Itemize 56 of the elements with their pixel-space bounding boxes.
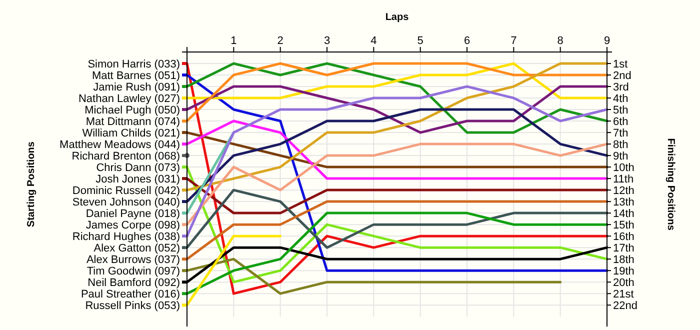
y2-tick-label: 17th [613,242,634,254]
y2-tick-label: 6th [613,116,628,128]
y2-tick-label: 19th [613,265,634,278]
legend-label: Matt Barnes (051) [92,70,180,82]
x-tick-label: 7 [510,35,517,47]
y2-tick-label: 15th [613,219,634,232]
text: Starting Positions [26,141,37,228]
legend-label: Matthew Meadows (044) [60,138,180,151]
x-tick-label: 6 [464,35,470,47]
legend-label: Chris Dann (073) [96,162,180,174]
y2-tick-label: 21st [613,288,634,300]
y2-tick-label: 3rd [613,81,629,94]
y2-tick-label: 9th [613,150,628,162]
legend-label: Tim Goodwin (097) [86,265,180,278]
x-tick-label: 9 [604,35,610,47]
x-tick-label: 4 [370,35,377,47]
x-tick-label: 3 [324,35,330,47]
x-tick-label: 2 [277,35,284,47]
y2-tick-label: 5th [613,104,628,116]
legend-label: William Childs (021) [82,127,180,140]
y2-tick-label: 8th [613,138,628,151]
y2-tick-label: 1st [613,58,628,70]
y2-tick-label: 10th [613,162,634,174]
y2-tick-label: 13th [613,196,634,208]
y2-tick-label: 20th [613,276,634,289]
legend-label: Daniel Payne (018) [86,208,180,220]
x-tick-label: 8 [557,35,564,47]
legend-label: Simon Harris (033) [88,58,180,70]
y2-tick-label: 4th [613,92,628,105]
y2-tick-label: 12th [613,184,634,197]
y2-tick-label: 11th [613,173,634,186]
x-axis-title: Laps [385,12,410,23]
legend-label: Nathan Lawley (027) [78,92,180,105]
legend-label: Richard Hughes (038) [72,230,180,243]
legend-label: Michael Pugh (050) [84,104,180,116]
legend-label: Steven Johnson (040) [72,196,180,208]
y2-axis-title: Finishing Positions [665,138,676,231]
legend-label: Jamie Rush (091) [93,81,180,94]
legend-label: James Corpe (098) [86,219,180,232]
y2-tick-label: 16th [613,230,634,243]
y2-tick-label: 14th [613,208,634,220]
y2-tick-label: 18th [613,254,634,266]
y2-tick-label: 2nd [613,70,632,82]
y2-tick-label: 7th [613,127,628,140]
legend-label: Josh Jones (031) [96,173,180,186]
y2-tick-label: 22nd [613,300,638,312]
legend-label: Richard Brenton (068) [72,150,180,162]
legend-label: Russell Pinks (053) [85,300,180,312]
legend-label: Paul Streather (016) [80,288,180,300]
legend-label: Dominic Russell (042) [72,184,180,197]
legend-label: Alex Gatton (052) [94,242,180,254]
legend-label: Alex Burrows (037) [86,254,180,266]
legend-label: Mat Dittmann (074) [86,116,180,128]
x-tick-label: 5 [417,35,424,47]
legend-label: Neil Bamford (092) [88,276,180,289]
x-tick-label: 1 [230,35,237,47]
